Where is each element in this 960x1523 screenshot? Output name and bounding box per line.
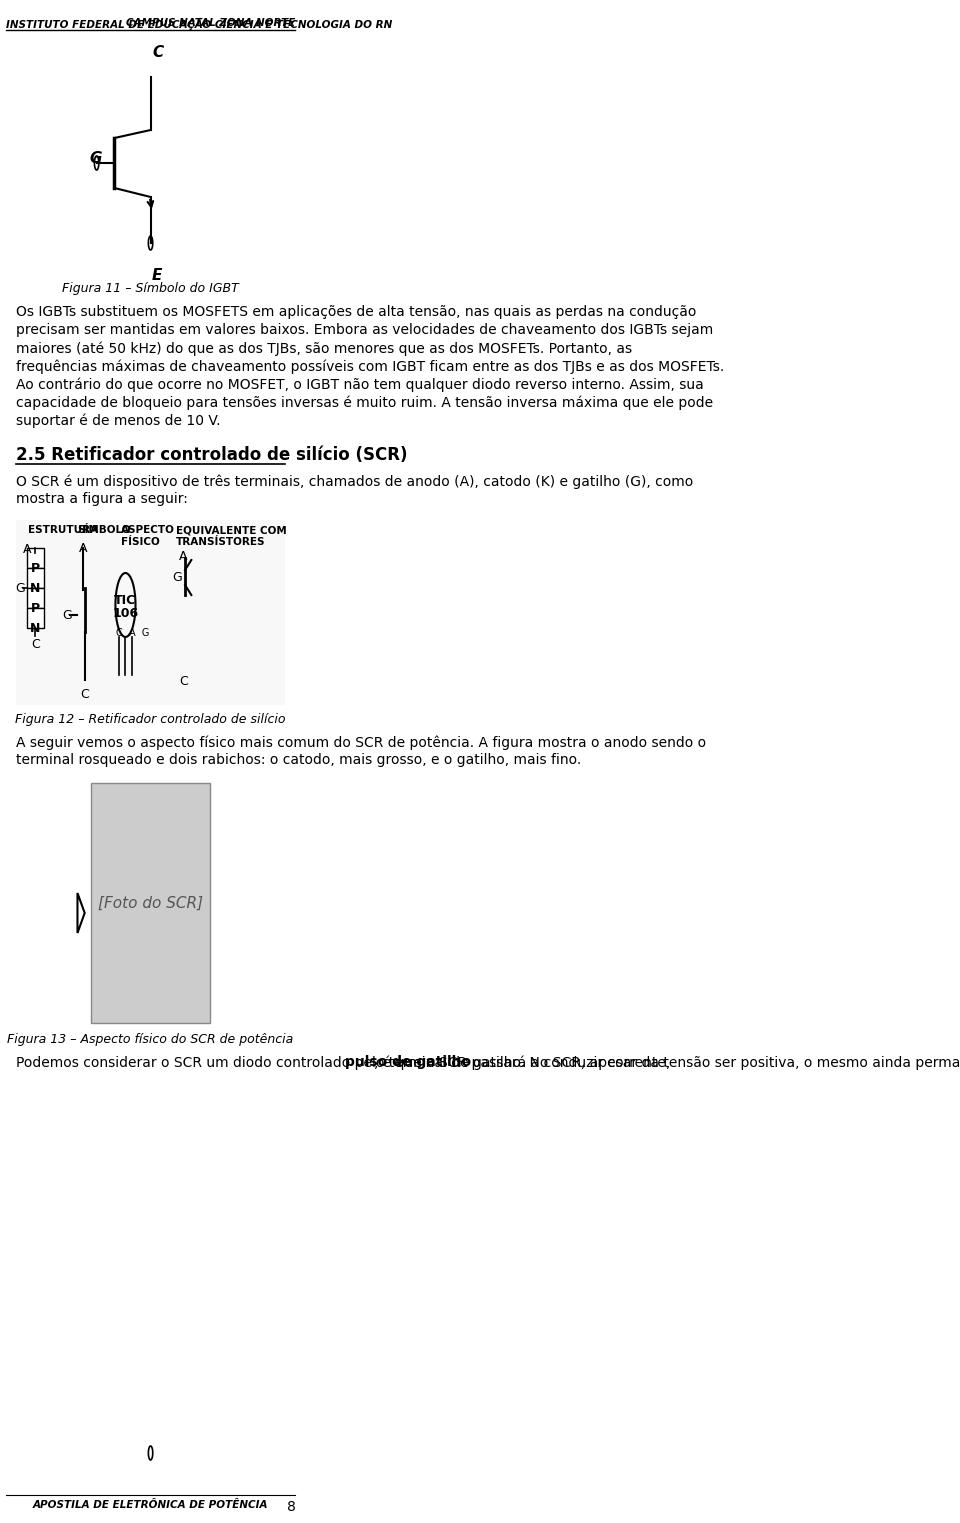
FancyBboxPatch shape [27,568,44,588]
Text: Podemos considerar o SCR um diodo controlado pelo terminal de gatilho. No SCR, a: Podemos considerar o SCR um diodo contro… [15,1055,960,1069]
Text: [Foto do SCR]: [Foto do SCR] [98,896,204,911]
Text: frequências máximas de chaveamento possíveis com IGBT ficam entre as dos TJBs e : frequências máximas de chaveamento possí… [15,359,724,373]
Text: E: E [152,268,162,283]
Text: CAMPUS NATAL ZONA NORTE: CAMPUS NATAL ZONA NORTE [126,18,296,27]
Text: terminal rosqueado e dois rabichos: o catodo, mais grosso, e o gatilho, mais fin: terminal rosqueado e dois rabichos: o ca… [15,752,581,768]
Text: C  A  G: C A G [116,627,150,638]
Text: 2.5 Retificador controlado de silício (SCR): 2.5 Retificador controlado de silício (S… [15,446,407,465]
Text: Os IGBTs substituem os MOSFETS em aplicações de alta tensão, nas quais as perdas: Os IGBTs substituem os MOSFETS em aplica… [15,305,696,318]
Text: APOSTILA DE ELETRÔNICA DE POTÊNCIA: APOSTILA DE ELETRÔNICA DE POTÊNCIA [33,1500,268,1511]
Text: P: P [31,562,40,574]
Text: maiores (até 50 kHz) do que as dos TJBs, são menores que as dos MOSFETs. Portant: maiores (até 50 kHz) do que as dos TJBs,… [15,341,632,355]
FancyBboxPatch shape [15,519,285,705]
Text: Ao contrário do que ocorre no MOSFET, o IGBT não tem qualquer diodo reverso inte: Ao contrário do que ocorre no MOSFET, o … [15,378,704,391]
Text: O SCR é um dispositivo de três terminais, chamados de anodo (A), catodo (K) e ga: O SCR é um dispositivo de três terminais… [15,474,693,489]
Text: Figura 12 – Retificador controlado de silício: Figura 12 – Retificador controlado de si… [15,713,286,726]
FancyBboxPatch shape [91,783,210,1023]
Text: C: C [152,46,163,59]
Text: G: G [15,582,25,594]
Text: SÍMBOLO: SÍMBOLO [77,525,131,535]
Text: A seguir vemos o aspecto físico mais comum do SCR de potência. A figura mostra o: A seguir vemos o aspecto físico mais com… [15,736,706,749]
Text: G: G [89,151,102,166]
Text: N: N [30,621,40,635]
Text: ESTRUTURA: ESTRUTURA [28,525,98,535]
Text: Figura 11 – Símbolo do IGBT: Figura 11 – Símbolo do IGBT [62,282,239,295]
Text: C: C [31,638,39,650]
Text: G: G [173,571,182,583]
Text: TIC: TIC [114,594,136,606]
Text: A: A [22,544,31,556]
Text: C: C [180,675,188,688]
Text: pulso de gatilho: pulso de gatilho [346,1055,471,1069]
Text: A: A [180,550,188,564]
Text: G: G [62,609,72,621]
Text: mostra a figura a seguir:: mostra a figura a seguir: [15,492,187,506]
Text: INSTITUTO FEDERAL DE EDUCAÇÃO CIÊNCIA E TECNOLOGIA DO RN: INSTITUTO FEDERAL DE EDUCAÇÃO CIÊNCIA E … [6,18,392,30]
Text: A: A [79,542,87,554]
Text: , é que o SCR passará a conduzir corrente,: , é que o SCR passará a conduzir corrent… [373,1055,670,1069]
Text: ASPECTO
FÍSICO: ASPECTO FÍSICO [121,525,175,547]
Text: P: P [31,602,40,614]
Text: C: C [81,688,89,701]
FancyBboxPatch shape [27,548,44,568]
Text: capacidade de bloqueio para tensões inversas é muito ruim. A tensão inversa máxi: capacidade de bloqueio para tensões inve… [15,394,713,410]
Text: precisam ser mantidas em valores baixos. Embora as velocidades de chaveamento do: precisam ser mantidas em valores baixos.… [15,323,713,337]
FancyBboxPatch shape [27,608,44,627]
Text: EQUIVALENTE COM
TRANSÍSTORES: EQUIVALENTE COM TRANSÍSTORES [176,525,286,547]
Text: Figura 13 – Aspecto físico do SCR de potência: Figura 13 – Aspecto físico do SCR de pot… [8,1033,294,1046]
FancyBboxPatch shape [27,588,44,608]
Text: N: N [30,582,40,594]
Text: 106: 106 [112,606,138,620]
Text: suportar é de menos de 10 V.: suportar é de menos de 10 V. [15,413,220,428]
Text: 8: 8 [287,1500,296,1514]
